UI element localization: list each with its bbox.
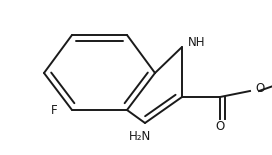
Text: F: F [51, 104, 57, 117]
Text: H₂N: H₂N [129, 131, 151, 144]
Text: O: O [255, 82, 264, 95]
Text: NH: NH [188, 35, 206, 49]
Text: O: O [215, 120, 225, 133]
